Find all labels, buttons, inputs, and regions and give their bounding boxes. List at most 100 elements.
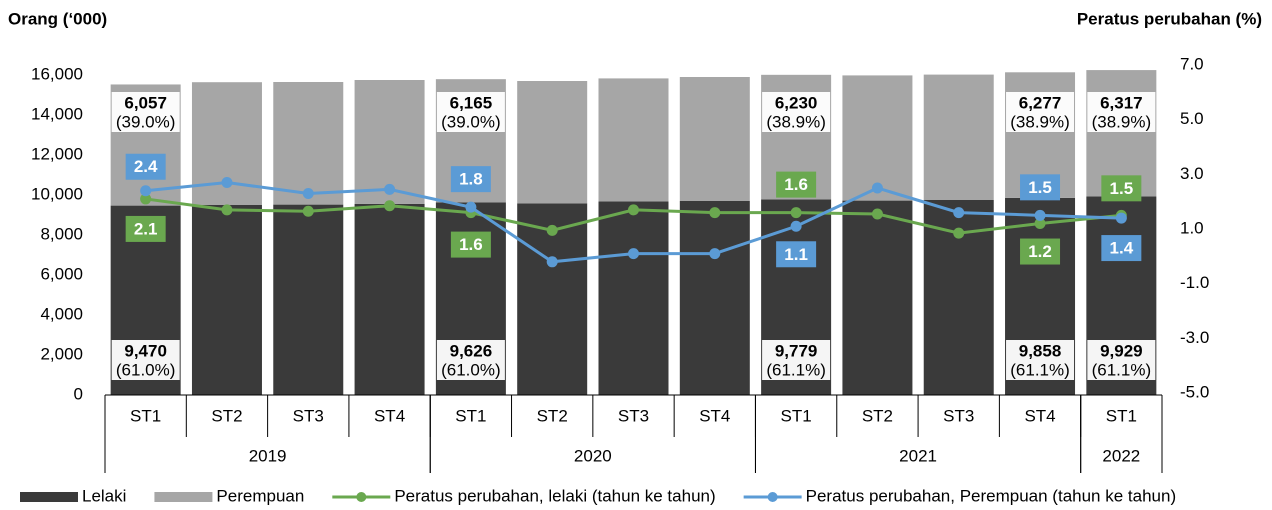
y-tick-label: 16,000	[31, 64, 83, 83]
bar-value-label: 6,277	[1019, 93, 1062, 112]
x-tick-label: ST4	[1024, 406, 1055, 425]
y-tick-label: 0	[74, 384, 83, 403]
line-value-label: 1.1	[784, 245, 808, 264]
line-point	[709, 207, 721, 219]
x-tick-label: ST3	[618, 406, 649, 425]
bar-label-box	[1006, 92, 1075, 132]
y-tick-label: 4,000	[40, 304, 83, 323]
bar-label-box	[436, 340, 505, 380]
line-label-box	[450, 231, 491, 258]
x-tick-label: ST4	[699, 406, 730, 425]
x-tick-label: ST3	[943, 406, 974, 425]
line-value-label: 1.8	[459, 170, 483, 189]
line-point	[1034, 218, 1046, 230]
group-label: 2022	[1102, 446, 1140, 465]
line-point	[140, 193, 152, 205]
bar-share-label: (38.9%)	[1092, 112, 1152, 131]
bar-value-label: 9,626	[450, 341, 493, 360]
x-tick-label: ST1	[781, 406, 812, 425]
line-point	[1115, 212, 1127, 224]
line-point	[140, 185, 152, 197]
line-point	[628, 204, 639, 216]
y-tick-label: 6,000	[40, 264, 83, 283]
line-value-label: 2.4	[134, 157, 158, 176]
line-label-box	[450, 166, 491, 193]
line-point	[790, 207, 802, 219]
y2-tick-label: -5.0	[1180, 382, 1209, 401]
bar-value-label: 9,470	[124, 341, 167, 360]
bar-value-label: 6,165	[450, 93, 493, 112]
line-label-box	[1020, 238, 1061, 265]
line-point	[628, 248, 639, 260]
legend-label: Perempuan	[216, 486, 304, 505]
line-point	[302, 205, 314, 217]
bar-segment	[598, 78, 669, 202]
y2-tick-label: 5.0	[1180, 109, 1204, 128]
line-value-label: 2.1	[134, 219, 158, 238]
group-label: 2020	[574, 446, 612, 465]
bar-share-label: (39.0%)	[441, 112, 501, 131]
bar-share-label: (61.0%)	[441, 360, 501, 379]
bar-value-label: 6,230	[775, 93, 818, 112]
y-tick-label: 12,000	[31, 144, 83, 163]
x-tick-label: ST1	[455, 406, 486, 425]
line-point	[465, 201, 477, 213]
line-value-label: 1.2	[1028, 242, 1052, 261]
y-tick-label: 2,000	[40, 344, 83, 363]
y2-tick-label: -1.0	[1180, 273, 1209, 292]
line-point	[384, 200, 396, 212]
legend-label: Lelaki	[82, 486, 126, 505]
bar-share-label: (61.1%)	[1010, 360, 1070, 379]
bar-segment	[191, 205, 262, 395]
line-point	[1034, 209, 1046, 221]
line-point	[546, 256, 558, 268]
bar-share-label: (38.9%)	[766, 112, 826, 131]
line-value-label: 1.5	[1028, 178, 1052, 197]
line-point	[546, 224, 558, 236]
bar-segment	[354, 80, 425, 204]
legend-swatch	[20, 492, 78, 502]
bar-share-label: (61.0%)	[116, 360, 176, 379]
line-point	[871, 182, 883, 194]
bar-segment	[842, 200, 913, 395]
line-point	[302, 187, 314, 199]
bar-label-box	[111, 92, 180, 132]
line-label-box	[1020, 174, 1061, 201]
bar-value-label: 6,317	[1100, 93, 1143, 112]
bar-segment	[354, 203, 425, 395]
line-point	[953, 227, 965, 239]
bar-value-label: 6,057	[124, 93, 167, 112]
legend-label: Peratus perubahan, Perempuan (tahun ke t…	[806, 486, 1176, 505]
y-tick-label: 10,000	[31, 184, 83, 203]
line-label-box	[1101, 175, 1142, 202]
y2-tick-label: -3.0	[1180, 328, 1209, 347]
bar-segment	[517, 81, 588, 204]
group-label: 2021	[899, 446, 937, 465]
bar-segment	[273, 204, 344, 395]
bar-label-box	[762, 92, 831, 132]
bar-value-label: 9,858	[1019, 341, 1062, 360]
line-point	[221, 204, 233, 216]
bar-value-label: 9,929	[1100, 341, 1143, 360]
x-tick-label: ST1	[130, 406, 161, 425]
y2-tick-label: 1.0	[1180, 218, 1204, 237]
x-tick-label: ST2	[862, 406, 893, 425]
bar-label-box	[111, 340, 180, 380]
bar-segment	[598, 201, 669, 395]
line-value-label: 1.4	[1110, 239, 1134, 258]
bar-label-box	[1087, 340, 1156, 380]
legend-label: Peratus perubahan, lelaki (tahun ke tahu…	[394, 486, 715, 505]
line-point	[790, 220, 802, 232]
line-label-box	[776, 241, 817, 268]
x-tick-label: ST4	[374, 406, 405, 425]
line-point	[221, 177, 233, 189]
x-tick-label: ST1	[1106, 406, 1137, 425]
x-tick-label: ST3	[293, 406, 324, 425]
line-label-box	[776, 171, 817, 198]
legend-swatch	[767, 492, 778, 502]
y2-tick-label: 3.0	[1180, 164, 1204, 183]
bar-share-label: (39.0%)	[116, 112, 176, 131]
line-label-box	[125, 153, 166, 180]
bar-label-box	[1087, 92, 1156, 132]
